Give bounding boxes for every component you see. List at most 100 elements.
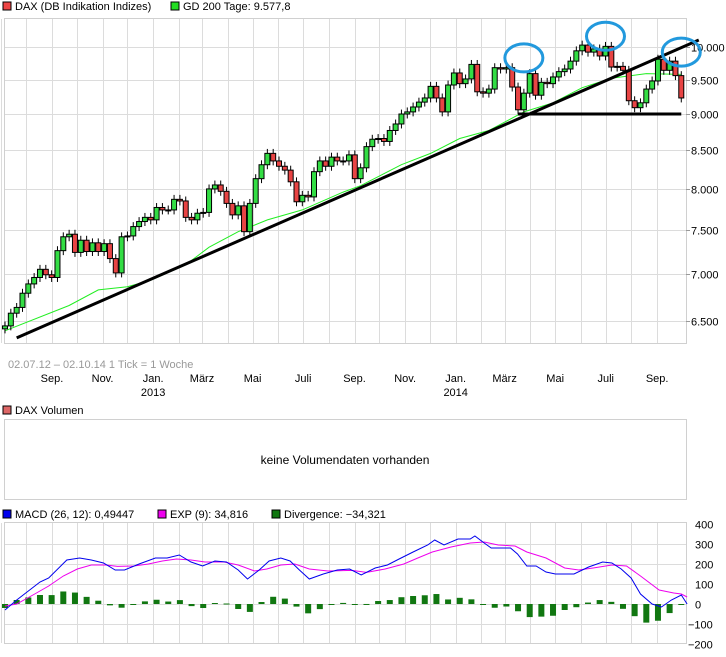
macd-y-tick-label: 0 [695, 600, 701, 612]
price-legend-label: DAX (DB Indikation Indizes) [15, 1, 151, 13]
divergence-bar [83, 596, 90, 604]
candle-body [375, 138, 382, 141]
macd-y-tick-label: −200 [688, 640, 713, 652]
x-year-label: 2014 [443, 387, 467, 399]
macd-plot-frame [4, 522, 687, 644]
divergence-bar [515, 604, 522, 612]
chart-annotations [16, 20, 702, 340]
macd-lines [4, 535, 688, 611]
candle-body [293, 181, 300, 203]
candle-body [503, 67, 510, 70]
candle-body [188, 216, 195, 221]
divergence-bar [316, 604, 323, 610]
divergence-bar [95, 600, 102, 604]
candle-body [410, 106, 417, 113]
exp-line [4, 541, 688, 607]
volume-panel [4, 419, 687, 500]
candle-body [141, 216, 148, 223]
divergence-bar [293, 604, 300, 607]
macd-y-tick-label: 100 [695, 580, 713, 592]
x-tick-label: Jan. [445, 373, 466, 385]
candle-body [433, 85, 440, 99]
candle-body [550, 76, 557, 85]
x-tick-label: Sep. [343, 373, 366, 385]
range-note: 02.07.12 – 02.10.14 1 Tick = 1 Woche [8, 359, 193, 371]
candle-body [264, 152, 271, 166]
divergence-bar [153, 599, 160, 604]
divergence-bar [211, 603, 218, 604]
candle-body [31, 276, 38, 285]
divergence-bar [526, 604, 533, 618]
candle-body [305, 194, 312, 198]
candle-body [672, 60, 679, 77]
candle-body [340, 160, 347, 163]
candle-body [544, 81, 551, 85]
divergence-bar [200, 604, 207, 609]
candle-body [241, 205, 248, 233]
y-tick-label: 7.500 [691, 226, 719, 238]
candle-body [89, 242, 96, 253]
candle-body [357, 167, 364, 180]
candle-body [48, 274, 55, 278]
candle-body [526, 73, 533, 94]
x-tick-label: Nov. [92, 373, 114, 385]
candle-body [217, 184, 224, 192]
candle-body [561, 68, 568, 73]
divergence-bar [561, 604, 568, 610]
candle-body [363, 146, 370, 169]
x-tick-label: Sep. [646, 373, 669, 385]
x-tick-label: Sep. [41, 373, 64, 385]
candle-body [474, 63, 481, 93]
candle-body [654, 58, 661, 82]
candle-body [369, 138, 376, 148]
price-legend: DAX (DB Indikation Indizes) GD 200 Tage:… [2, 1, 290, 13]
divergence-bar [480, 604, 487, 605]
divergence-bar [666, 604, 673, 614]
macd-y-tick-label: −100 [688, 620, 713, 632]
candle-body [66, 233, 73, 238]
exp-legend-swatch [157, 509, 167, 519]
macd-grid [1, 523, 686, 643]
candle-body [316, 160, 323, 173]
candle-body [77, 239, 84, 253]
candle-body [532, 73, 539, 96]
candle-body [252, 178, 259, 204]
gd200-legend-swatch [170, 1, 180, 11]
divergence-bar [491, 604, 498, 608]
candle-body [147, 216, 154, 221]
divergence-bar [118, 604, 125, 608]
divergence-bar [130, 604, 137, 605]
candle-body [153, 206, 160, 221]
candle-body [608, 45, 615, 68]
candle-body [439, 97, 446, 113]
macd-y-axis: 400 300 200 100 0 −100 −200 [688, 520, 713, 652]
divergence-bar [71, 592, 78, 604]
candle-body [380, 138, 387, 142]
gd200-legend-label: GD 200 Tage: 9.577,8 [183, 1, 290, 13]
candle-body [520, 92, 527, 111]
candle-body [625, 69, 632, 102]
divergence-bar [608, 601, 615, 604]
divergence-bar [596, 600, 603, 604]
candle-body [7, 312, 14, 327]
candle-body [456, 72, 463, 85]
divergence-bar [386, 600, 393, 604]
divergence-bar [235, 604, 242, 609]
candle-body [165, 209, 172, 212]
candle-body [287, 169, 294, 183]
divergence-bar [141, 601, 148, 604]
candle-body [25, 283, 32, 294]
divergence-bar [468, 599, 475, 604]
candle-body [95, 242, 102, 253]
time-x-axis: Sep. Nov. Jan. 2013 März Mai Juli Sep. Nov. Jan. 2… [41, 373, 669, 399]
trend-line [16, 38, 700, 340]
candle-body [211, 184, 218, 190]
divergence-legend-label: Divergence: −34,321 [284, 509, 386, 521]
divergence-bar [538, 604, 545, 617]
divergence-bar [328, 604, 335, 605]
candle-body [386, 129, 393, 142]
candle-body [480, 91, 487, 94]
candle-body [101, 243, 108, 253]
y-tick-label: 7.000 [691, 270, 719, 282]
